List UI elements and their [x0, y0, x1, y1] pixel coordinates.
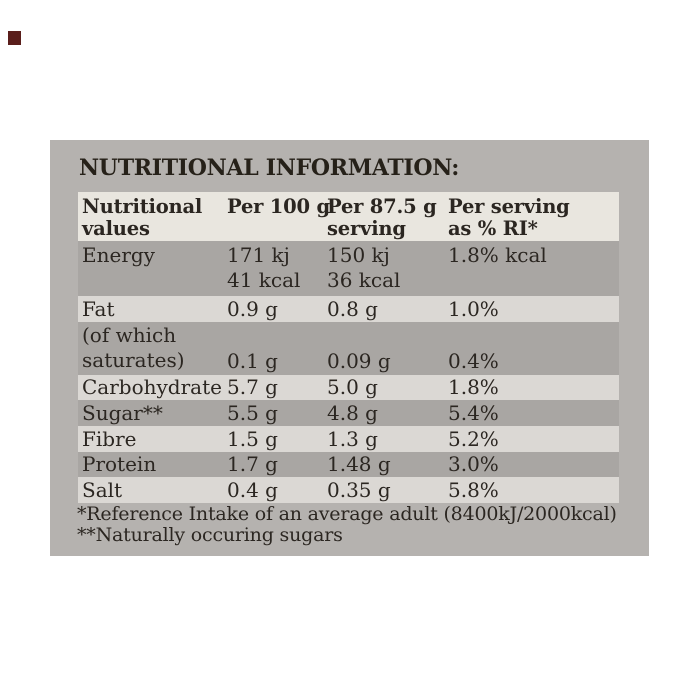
header-line: Nutritional	[82, 195, 203, 218]
table-row-protein: Protein 1.7 g 1.48 g 3.0%	[78, 452, 619, 477]
value-per-100g: 171 kj 41 kcal	[227, 241, 300, 293]
value-line: 36 kcal	[327, 268, 401, 292]
value-per-serving: 5.0 g	[327, 375, 378, 399]
value-percent-ri: 1.8% kcal	[448, 243, 547, 267]
row-label: Protein	[82, 452, 157, 476]
value-percent-ri: 3.0%	[448, 452, 499, 476]
brand-color-swatch	[8, 31, 21, 45]
value-per-serving: 1.48 g	[327, 452, 391, 476]
value-line: 41 kcal	[227, 268, 301, 292]
value-percent-ri: 5.4%	[448, 401, 499, 425]
row-label: Fibre	[82, 427, 137, 451]
header-line: as % RI*	[448, 216, 538, 240]
value-percent-ri: 5.2%	[448, 427, 499, 451]
value-per-100g: 0.1 g	[227, 349, 278, 373]
table-row-carbohydrate: Carbohydrate 5.7 g 5.0 g 1.8%	[78, 375, 619, 400]
table-row-fibre: Fibre 1.5 g 1.3 g 5.2%	[78, 426, 619, 452]
table-row-sugar: Sugar** 5.5 g 4.8 g 5.4%	[78, 400, 619, 426]
value-per-100g: 1.7 g	[227, 452, 278, 476]
header-per-serving: Per 87.5 g serving	[327, 192, 437, 239]
row-label: Salt	[82, 478, 123, 502]
value-per-serving: 0.09 g	[327, 349, 391, 373]
table-row-fat: Fat 0.9 g 0.8 g 1.0%	[78, 296, 619, 322]
footnotes: *Reference Intake of an average adult (8…	[77, 504, 617, 545]
row-label: Fat	[82, 297, 115, 321]
row-label: Carbohydrate	[82, 375, 222, 399]
header-line: Per serving	[448, 195, 570, 218]
value-line: 150 kj	[327, 243, 390, 267]
value-per-serving: 150 kj 36 kcal	[327, 241, 400, 293]
header-percent-ri: Per serving as % RI*	[448, 192, 570, 239]
value-percent-ri: 0.4%	[448, 349, 499, 373]
header-line: Per 100 g	[227, 195, 330, 218]
value-per-100g: 1.5 g	[227, 427, 278, 451]
value-per-100g: 0.4 g	[227, 478, 278, 502]
table-row-energy: Energy 171 kj 41 kcal 150 kj 36 kcal 1.8…	[78, 241, 619, 296]
table-row-salt: Salt 0.4 g 0.35 g 5.8%	[78, 477, 619, 503]
header-line: values	[82, 216, 150, 240]
header-line: Per 87.5 g	[327, 195, 437, 218]
nutrition-table: Nutritional values Per 100 g Per 87.5 g …	[78, 192, 619, 503]
footnote-reference-intake: *Reference Intake of an average adult (8…	[77, 503, 617, 525]
label-line: saturates)	[82, 348, 185, 372]
header-nutritional-values: Nutritional values	[82, 192, 202, 239]
value-per-100g: 5.5 g	[227, 401, 278, 425]
nutrition-label: NUTRITIONAL INFORMATION: Nutritional val…	[50, 140, 649, 556]
value-line: 171 kj	[227, 243, 290, 267]
label-line: (of which	[82, 323, 177, 347]
table-row-saturates: (of which saturates) 0.1 g 0.09 g 0.4%	[78, 322, 619, 375]
label-title: NUTRITIONAL INFORMATION:	[79, 155, 460, 181]
value-per-serving: 0.8 g	[327, 297, 378, 321]
row-label: Sugar**	[82, 401, 163, 425]
header-per-100g: Per 100 g	[227, 192, 330, 218]
value-per-serving: 4.8 g	[327, 401, 378, 425]
row-label: Energy	[82, 243, 155, 267]
value-per-100g: 5.7 g	[227, 375, 278, 399]
value-per-serving: 1.3 g	[327, 427, 378, 451]
value-percent-ri: 1.0%	[448, 297, 499, 321]
value-percent-ri: 1.8%	[448, 375, 499, 399]
value-per-100g: 0.9 g	[227, 297, 278, 321]
value-percent-ri: 5.8%	[448, 478, 499, 502]
header-line: serving	[327, 216, 406, 240]
footnote-natural-sugars: **Naturally occuring sugars	[77, 523, 343, 546]
value-per-serving: 0.35 g	[327, 478, 391, 502]
row-label: (of which saturates)	[82, 322, 185, 373]
table-header-row: Nutritional values Per 100 g Per 87.5 g …	[78, 192, 619, 241]
